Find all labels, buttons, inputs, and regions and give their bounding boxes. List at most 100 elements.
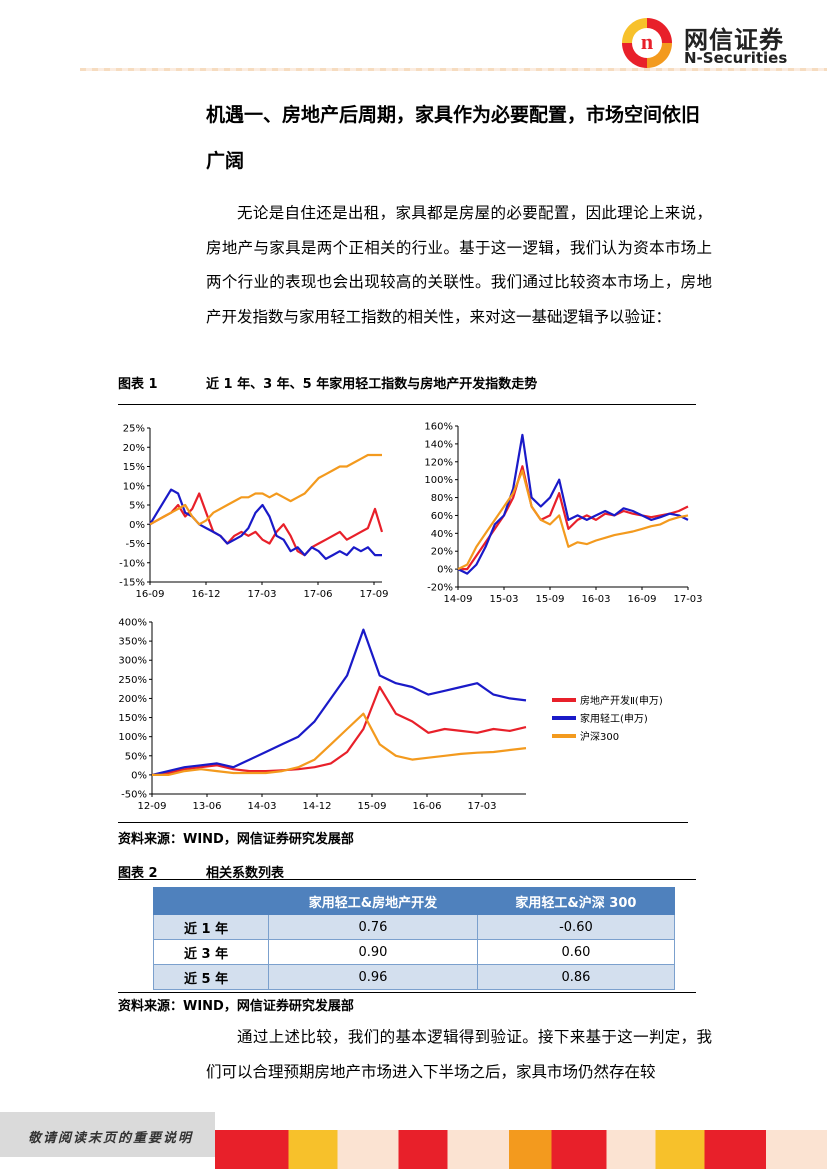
y-tick-label: -5% xyxy=(126,539,145,550)
x-tick-label: 16-12 xyxy=(191,589,220,600)
chart-1y: -15% -10% -5% 0% 5% 10% 15% 20% 25% 16-09 16-12 17-… xyxy=(119,424,388,601)
y-tick-label: 350% xyxy=(118,637,147,648)
x-tick-label: 16-06 xyxy=(412,801,441,812)
y-tick-label: 20% xyxy=(123,443,145,454)
x-tick-label: 17-03 xyxy=(673,594,702,605)
table-header: 家用轻工&房地产开发 xyxy=(268,887,478,915)
x-tick-label: 17-09 xyxy=(359,589,388,600)
y-tick-label: 80% xyxy=(431,493,453,504)
x-tick-label: 17-06 xyxy=(303,589,332,600)
x-tick-label: 13-06 xyxy=(192,801,221,812)
x-tick-label: 16-03 xyxy=(581,594,610,605)
series-line-1 xyxy=(458,465,689,571)
x-tick-label: 15-09 xyxy=(357,801,386,812)
y-tick-label: 60% xyxy=(431,511,453,522)
series-line-2 xyxy=(151,628,527,776)
table-header: 家用轻工&沪深 300 xyxy=(476,887,676,915)
figure1-source: 资料来源：WIND，网信证券研究发展部 xyxy=(118,832,354,847)
row-label: 近 1 年 xyxy=(153,914,269,940)
y-tick-label: 0% xyxy=(437,565,453,576)
table-row: 近 5 年 0.96 0.86 xyxy=(153,964,676,990)
y-tick-label: 100% xyxy=(424,475,453,486)
figure2-label: 图表 2 xyxy=(118,866,158,881)
x-tick-label: 15-09 xyxy=(535,594,564,605)
series-line-1 xyxy=(149,492,384,557)
table-cell: 0.60 xyxy=(476,939,676,965)
y-tick-label: 0% xyxy=(129,520,145,531)
y-tick-label: -15% xyxy=(119,578,145,589)
y-tick-label: 250% xyxy=(118,675,147,686)
table-cell: 0.76 xyxy=(268,914,478,940)
row-label: 近 5 年 xyxy=(153,964,269,990)
y-tick-label: 0% xyxy=(131,770,147,781)
y-tick-label: 120% xyxy=(424,457,453,468)
y-tick-label: 150% xyxy=(118,713,147,724)
x-tick-label: 17-03 xyxy=(247,589,276,600)
header-divider xyxy=(80,68,827,71)
series-line-1 xyxy=(151,685,527,776)
y-tick-label: 160% xyxy=(424,422,453,433)
table-cell: -0.60 xyxy=(476,914,676,940)
series-line-2 xyxy=(457,433,689,575)
company-name-en: N-Securities xyxy=(684,49,788,67)
table-cell: 0.90 xyxy=(268,939,478,965)
table-header-row: 家用轻工&房地产开发 家用轻工&沪深 300 xyxy=(153,887,676,915)
series-line-2 xyxy=(149,488,382,560)
figure1-label: 图表 1 xyxy=(118,377,158,392)
y-tick-label: 40% xyxy=(431,529,453,540)
footer-notice: 敬请阅读末页的重要说明 xyxy=(28,1131,194,1146)
chart-3y: -20% 0% 20% 40% 60% 80% 100% 120% 140% 160% 14-09 1… xyxy=(424,422,702,606)
footer-notice-box xyxy=(0,1112,215,1157)
figure2-bottom-rule xyxy=(118,992,696,993)
y-tick-label: 140% xyxy=(424,439,453,450)
table-row: 近 3 年 0.90 0.60 xyxy=(153,939,676,965)
y-tick-label: -20% xyxy=(427,583,453,594)
company-logo-icon: n xyxy=(622,18,672,68)
y-tick-label: 400% xyxy=(118,618,147,629)
x-tick-label: 12-09 xyxy=(137,801,166,812)
row-label: 近 3 年 xyxy=(153,939,269,965)
x-tick-label: 17-03 xyxy=(467,801,496,812)
y-tick-label: 25% xyxy=(123,424,145,435)
section-heading-cont: 广阔 xyxy=(206,150,245,172)
x-tick-label: 14-12 xyxy=(302,801,331,812)
table-cell: 0.86 xyxy=(476,964,676,990)
y-tick-label: -50% xyxy=(121,790,147,801)
logo-glyph: n xyxy=(632,28,662,58)
table-header xyxy=(153,887,269,915)
figure2-source: 资料来源：WIND，网信证券研究发展部 xyxy=(118,999,354,1014)
figure2-title: 相关系数列表 xyxy=(206,866,285,881)
y-tick-label: 200% xyxy=(118,694,147,705)
y-tick-label: 5% xyxy=(129,501,145,512)
figure1-bottom-rule xyxy=(118,822,688,823)
table-cell: 0.96 xyxy=(268,964,478,990)
legend-label: 沪深300 xyxy=(580,730,619,743)
table-row: 近 1 年 0.76 -0.60 xyxy=(153,914,676,940)
figure1-top-rule xyxy=(118,404,696,405)
correlation-table: 家用轻工&房地产开发 家用轻工&沪深 300 近 1 年 0.76 -0.60 … xyxy=(153,887,676,990)
body-paragraph: 无论是自住还是出租，家具都是房屋的必要配置，因此理论上来说，房地产与家具是两个正… xyxy=(206,204,712,326)
series-line-3 xyxy=(457,469,689,571)
y-tick-label: 15% xyxy=(123,462,145,473)
series-line-3 xyxy=(152,712,527,776)
y-tick-label: -10% xyxy=(119,558,145,569)
y-tick-label: 100% xyxy=(118,732,147,743)
x-tick-label: 14-03 xyxy=(247,801,276,812)
legend-label: 家用轻工(申万) xyxy=(580,712,648,725)
company-name-cn: 网信证券 xyxy=(684,26,784,54)
y-tick-label: 300% xyxy=(118,656,147,667)
x-tick-label: 16-09 xyxy=(135,589,164,600)
figure1-title: 近 1 年、3 年、5 年家用轻工指数与房地产开发指数走势 xyxy=(206,377,538,392)
y-tick-label: 50% xyxy=(125,751,147,762)
x-tick-label: 16-09 xyxy=(627,594,656,605)
x-tick-label: 14-09 xyxy=(443,594,472,605)
body-paragraph-2: 通过上述比较，我们的基本逻辑得到验证。接下来基于这一判定，我们可以合理预期房地产… xyxy=(206,1028,712,1081)
figure2-top-rule xyxy=(118,879,696,880)
legend-label: 房地产开发Ⅱ(申万) xyxy=(580,694,663,707)
y-tick-label: 10% xyxy=(123,481,145,492)
chart-5y: -50% 0% 50% 100% 150% 200% 250% 300% 350% 400% 12-… xyxy=(118,618,663,813)
footer-decoration xyxy=(215,1130,827,1169)
section-heading: 机遇一、房地产后周期，家具作为必要配置，市场空间依旧 xyxy=(206,104,701,126)
x-tick-label: 15-03 xyxy=(489,594,518,605)
series-line-3 xyxy=(149,453,382,526)
